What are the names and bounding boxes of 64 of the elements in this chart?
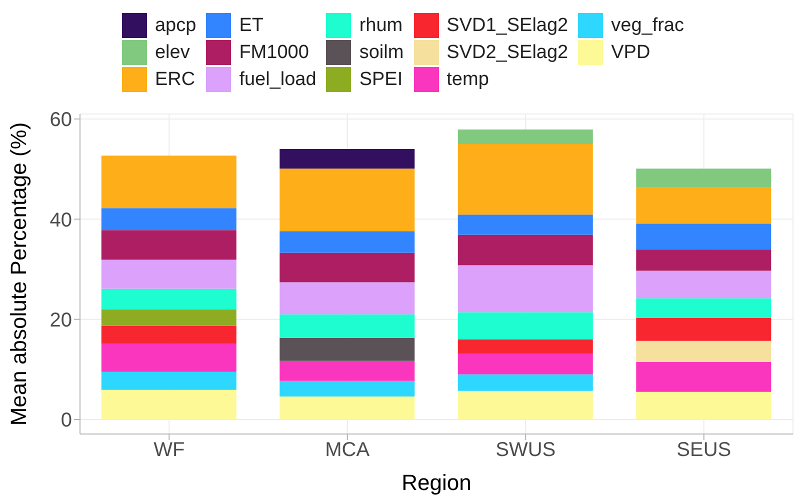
bar: [101, 156, 236, 208]
legend-label: SVD2_SElag2: [446, 42, 568, 64]
bar: [101, 390, 236, 420]
legend-label: FM1000: [239, 42, 309, 64]
bar: [458, 144, 593, 215]
legend-label: fuel_load: [239, 68, 316, 90]
bar: [280, 282, 415, 314]
bar: [636, 362, 772, 392]
bar: [280, 314, 415, 338]
bar: [636, 318, 772, 341]
bar: [458, 390, 593, 420]
bar: [280, 338, 415, 361]
legend-label: veg_frac: [611, 14, 684, 36]
bar: [636, 168, 772, 188]
y-tick-label: 0: [60, 410, 72, 432]
bar: [636, 188, 772, 224]
bar: [458, 130, 593, 144]
legend-label: elev: [154, 42, 190, 64]
legend-label: soilm: [359, 42, 404, 64]
legend-label: temp: [446, 68, 489, 90]
bar: [458, 374, 593, 391]
bar: [101, 309, 236, 326]
x-tick-label: SWUS: [496, 439, 556, 462]
bar: [280, 168, 415, 232]
x-tick-label: MCA: [325, 439, 370, 462]
x-tick-label: SEUS: [676, 439, 732, 462]
bar: [280, 396, 415, 420]
y-axis-title: Mean absolute Percentage (%): [6, 122, 31, 426]
bar: [458, 214, 593, 235]
bar: [280, 380, 415, 396]
bar: [636, 392, 772, 420]
legend-label: apcp: [154, 14, 196, 36]
bar: [458, 234, 593, 266]
y-tick-label: 60: [50, 109, 72, 132]
bar: [458, 265, 593, 312]
legend-label: ERC: [154, 68, 196, 90]
bar: [101, 288, 236, 310]
y-tick-label: 20: [50, 309, 72, 332]
bar: [101, 344, 236, 372]
x-axis-title: Region: [402, 470, 472, 495]
bar: [101, 372, 236, 390]
bar: [101, 260, 236, 289]
bar: [458, 339, 593, 354]
legend-label: VPD: [611, 42, 650, 64]
bar: [101, 208, 236, 230]
legend-label: SPEI: [359, 68, 403, 90]
legend-label: SVD1_SElag2: [446, 14, 568, 36]
bar: [280, 360, 415, 381]
y-tick-label: 40: [50, 209, 72, 232]
legend-label: rhum: [359, 14, 403, 36]
legend-label: ET: [239, 14, 264, 36]
bar: [636, 340, 772, 362]
x-tick-label: WF: [154, 439, 185, 462]
bar: [280, 252, 415, 282]
bar: [101, 230, 236, 260]
bar: [458, 354, 593, 374]
bar: [636, 224, 772, 250]
bar: [280, 149, 415, 169]
bar: [636, 249, 772, 271]
bar: [636, 270, 772, 298]
bar: [636, 298, 772, 318]
bar: [458, 312, 593, 340]
bar: [101, 326, 236, 344]
bar: [280, 231, 415, 253]
